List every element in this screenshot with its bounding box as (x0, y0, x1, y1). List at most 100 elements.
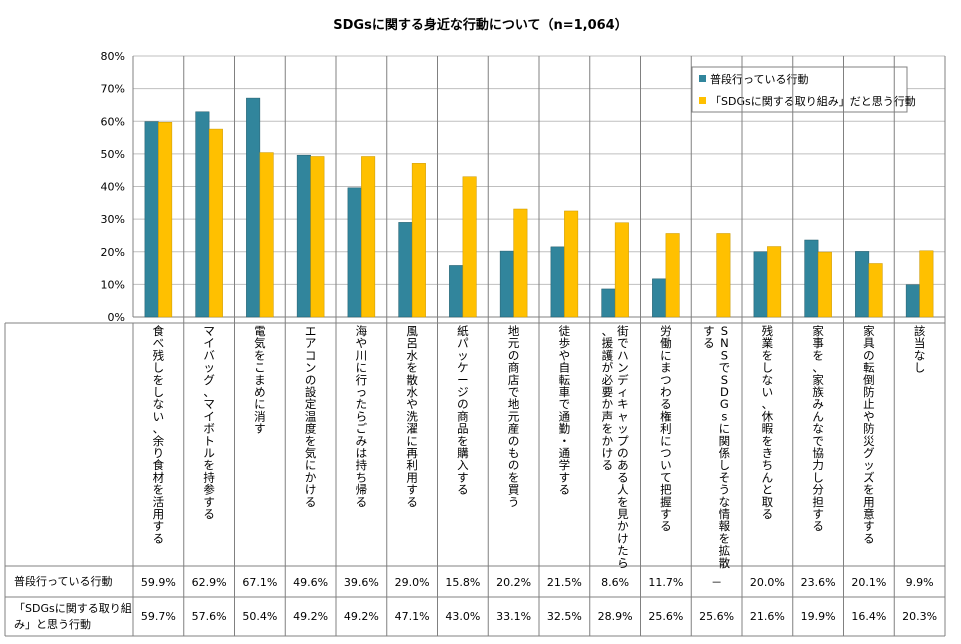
category-char: 権 (660, 409, 672, 423)
category-char: す (660, 507, 672, 521)
bar-sdgs (208, 128, 223, 318)
category-char: 、 (153, 422, 165, 436)
category-char: ハ (617, 348, 629, 362)
bar-usual (296, 154, 311, 318)
bar-sdgs (513, 208, 528, 318)
category-char: る (762, 507, 774, 521)
category-char: す (812, 507, 824, 521)
data-label: 15.8% (445, 576, 480, 589)
category-char: に (305, 458, 317, 472)
row-header-sdgs: み」と思う行動 (14, 617, 91, 631)
bar-usual (499, 250, 514, 318)
y-tick-label: 0% (108, 311, 125, 324)
category-char: 人 (617, 483, 629, 497)
category-char: や (559, 348, 571, 362)
category-char: 購 (457, 446, 469, 460)
category-char: 握 (660, 495, 672, 509)
category-char: の (305, 373, 317, 387)
category-char: 関 (719, 434, 731, 448)
category-char: め (254, 385, 266, 399)
category-char: け (617, 531, 629, 545)
category-char: る (153, 531, 165, 545)
category-char: 止 (863, 397, 875, 411)
bar-sdgs (868, 263, 883, 318)
category-char: 勤 (559, 422, 571, 436)
category-char: や (356, 336, 368, 350)
data-label: 43.0% (445, 610, 480, 623)
category-char: に (719, 422, 731, 436)
y-tick-label: 30% (101, 213, 125, 226)
category-char: 家 (812, 373, 824, 387)
row-header-sdgs: 「SDGsに関する取り組 (14, 602, 132, 615)
category-char: 紙 (457, 324, 469, 338)
category-char: ッ (863, 458, 875, 472)
category-char: 消 (254, 409, 266, 423)
category-char: ・ (559, 434, 571, 448)
category-char: な (153, 397, 165, 411)
category-char: み (812, 397, 824, 411)
legend-swatch (699, 97, 706, 104)
y-tick-label: 60% (101, 115, 125, 128)
category-char: し (762, 361, 774, 375)
category-char: を (812, 348, 824, 362)
data-label: － (711, 576, 722, 589)
category-char: 歩 (559, 336, 571, 350)
category-char: 川 (356, 348, 368, 362)
bar-sdgs (259, 152, 274, 318)
bar-sdgs (361, 156, 376, 318)
category-char: 濯 (406, 422, 418, 436)
data-label: 57.6% (192, 610, 227, 623)
category-char: う (508, 495, 520, 509)
category-char: を (719, 531, 731, 545)
category-char: 参 (203, 483, 215, 497)
data-label: 67.1% (242, 576, 277, 589)
category-char: は (356, 446, 368, 460)
category-char: 用 (153, 507, 165, 521)
category-char: 商 (457, 409, 469, 423)
category-char: い (762, 385, 774, 399)
category-char: 要 (602, 385, 614, 399)
category-char: す (703, 324, 715, 338)
legend-label: 「SDGsに関する取り組み」だと思う行動 (710, 94, 916, 108)
category-char: イ (203, 336, 215, 350)
category-char: い (153, 409, 165, 423)
chart-title: SDGsに関する身近な行動について（n=1,064） (333, 18, 628, 33)
category-char: に (660, 348, 672, 362)
category-char: を (863, 483, 875, 497)
category-char: 持 (203, 470, 215, 484)
category-char: ッ (457, 348, 469, 362)
category-char: ケ (457, 361, 469, 375)
data-label: 19.9% (801, 610, 836, 623)
category-char: い (660, 458, 672, 472)
category-char: 家 (863, 324, 875, 338)
category-char: 水 (406, 385, 418, 399)
y-tick-label: 50% (101, 148, 125, 161)
category-char: 転 (559, 373, 571, 387)
category-char: 設 (305, 385, 317, 399)
y-tick-label: 80% (101, 50, 125, 63)
bar-sdgs (564, 210, 579, 318)
category-char: 災 (863, 434, 875, 448)
category-char: 散 (406, 373, 418, 387)
category-char: な (762, 373, 774, 387)
category-char: 声 (602, 409, 614, 423)
category-char: 度 (305, 422, 317, 436)
category-char: ー (457, 373, 469, 387)
legend-label: 普段行っている行動 (710, 72, 808, 86)
category-char: 用 (406, 470, 418, 484)
bar-usual (753, 251, 768, 318)
category-char: N (720, 336, 729, 350)
category-char: プ (617, 434, 629, 448)
category-char: 海 (356, 324, 368, 338)
category-char: な (914, 348, 926, 362)
category-char: 店 (508, 373, 520, 387)
category-char: き (762, 446, 774, 460)
category-char: を (254, 348, 266, 362)
category-char: 元 (508, 409, 520, 423)
category-char: 食 (153, 324, 165, 338)
